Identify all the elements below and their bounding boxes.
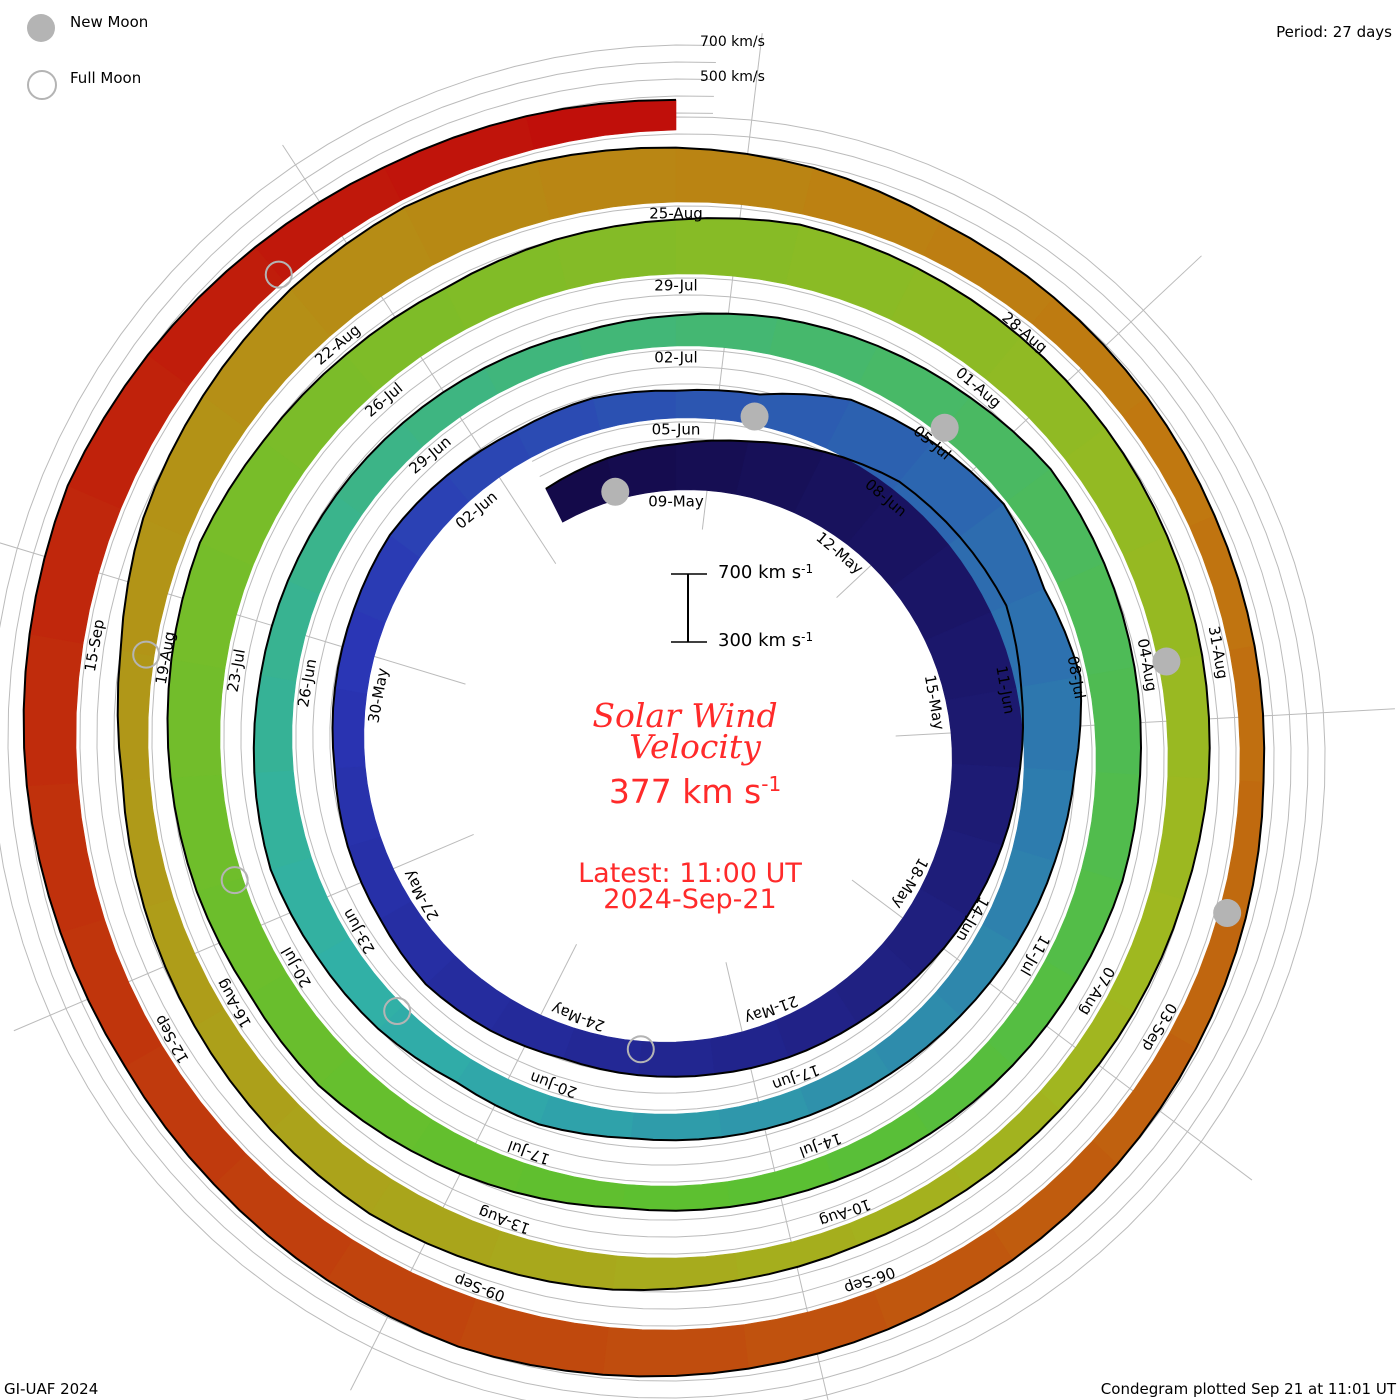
velocity-segment <box>621 1181 731 1212</box>
velocity-segment <box>1169 910 1246 1049</box>
new-moon-marker <box>601 477 630 506</box>
date-tick-label: 02-Jul <box>654 349 697 367</box>
velocity-gridline-500 <box>24 78 1292 1382</box>
velocity-segment <box>602 1324 749 1377</box>
velocity-segment <box>334 765 381 847</box>
new-moon-marker <box>1213 899 1242 928</box>
velocity-segment <box>637 1038 715 1078</box>
date-tick-label: 29-Jul <box>654 277 697 295</box>
velocity-segment <box>410 1119 526 1193</box>
full-moon-marker <box>383 997 412 1026</box>
date-tick-label: 09-May <box>648 493 704 511</box>
velocity-segment <box>743 1290 888 1369</box>
velocity-segment <box>484 332 585 394</box>
velocity-segment <box>117 649 155 781</box>
new-moon-marker <box>1152 647 1181 676</box>
full-moon-legend-icon <box>27 70 57 100</box>
velocity-segment <box>253 769 312 870</box>
velocity-segment <box>630 1109 722 1141</box>
velocity-segment <box>912 1041 1013 1135</box>
new-moon-legend-label: New Moon <box>70 13 149 31</box>
velocity-segment <box>167 658 226 778</box>
velocity-segment <box>562 1027 643 1076</box>
velocity-segment <box>253 674 297 773</box>
velocity-segment <box>525 99 677 150</box>
new-moon-marker <box>930 413 959 442</box>
period-label: Period: 27 days <box>1276 23 1392 41</box>
velocity-segment <box>514 1162 626 1209</box>
new-moon-legend-icon <box>27 14 55 42</box>
velocity-segment <box>23 633 84 787</box>
full-moon-marker <box>132 640 161 669</box>
velocity-segment <box>1044 869 1123 981</box>
current-velocity: 377 km s-1 <box>608 772 782 811</box>
scale-500-label: 500 km/s <box>700 69 765 85</box>
velocity-segment <box>369 1179 501 1267</box>
latest-date: 2024-Sep-21 <box>603 884 777 915</box>
scale-bar-low-label: 300 km s-1 <box>718 630 814 651</box>
velocity-segment <box>487 1230 617 1290</box>
velocity-segment <box>1087 666 1142 776</box>
velocity-segment <box>444 239 568 330</box>
velocity-segment <box>709 1020 789 1075</box>
velocity-segment <box>332 687 368 769</box>
velocity-segment <box>726 1155 835 1208</box>
full-moon-marker <box>264 260 293 289</box>
velocity-segment <box>457 1298 609 1376</box>
full-moon-marker <box>220 866 249 895</box>
velocity-segment <box>675 217 801 285</box>
scale-bar-high-label: 700 km s-1 <box>718 562 814 583</box>
latest-time: Latest: 11:00 UT <box>578 858 802 889</box>
velocity-segment <box>1081 772 1141 882</box>
date-tick-label: 25-Aug <box>649 205 702 223</box>
date-tick-label: 05-Jun <box>652 421 701 439</box>
velocity-segment <box>270 856 350 957</box>
scale-700-label: 700 km/s <box>700 34 765 50</box>
velocity-segment <box>1106 889 1184 1013</box>
velocity-gridline-600 <box>7 61 1309 1399</box>
velocity-segment <box>991 1140 1118 1261</box>
full-moon-legend-label: Full Moon <box>70 69 142 87</box>
chart-title-line1: Solar Wind <box>592 696 778 735</box>
new-moon-marker <box>740 402 769 431</box>
velocity-segment <box>612 1252 739 1291</box>
full-moon-marker <box>626 1035 655 1064</box>
chart-title-line2: Velocity <box>629 727 761 766</box>
velocity-segment <box>377 1005 472 1083</box>
velocity-gridline-400 <box>41 95 1275 1365</box>
footer-plot-time: Condegram plotted Sep 21 at 11:01 UT <box>1100 1380 1396 1398</box>
velocity-segment <box>1219 780 1264 919</box>
velocity-segment <box>170 774 243 892</box>
footer-credit: GI-UAF 2024 <box>4 1380 99 1398</box>
velocity-outline <box>22 98 1266 1378</box>
